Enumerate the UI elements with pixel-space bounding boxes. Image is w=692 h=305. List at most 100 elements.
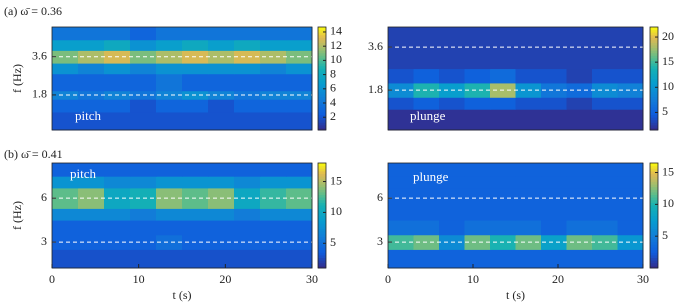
- heatmap-cell: [156, 187, 183, 209]
- colorbar-segment: [650, 47, 658, 51]
- heatmap-cell: [130, 220, 157, 236]
- colorbar-segment: [318, 42, 326, 46]
- colorbar-segment: [318, 93, 326, 98]
- heatmap-cell: [541, 82, 567, 98]
- heatmap-cell: [182, 27, 209, 41]
- colorbar-segment: [318, 52, 326, 56]
- heatmap-cell: [388, 82, 414, 98]
- colorbar-segment: [650, 254, 658, 258]
- colorbar-segment: [650, 239, 658, 243]
- heatmap-cell: [592, 176, 618, 189]
- plot-frame: [387, 26, 644, 131]
- heatmap-cell: [182, 163, 209, 177]
- annotation: pitch: [70, 166, 96, 181]
- colorbar-segment: [650, 205, 658, 209]
- heatmap-cell: [52, 176, 79, 189]
- colorbar-segment: [318, 29, 326, 33]
- heatmap-cell: [515, 208, 542, 221]
- heatmap-cell: [156, 163, 183, 177]
- x-tick-label: 0: [385, 272, 391, 286]
- colorbar-segment: [318, 65, 326, 69]
- colorbar-segment: [318, 191, 326, 195]
- y-tick-label: 3.6: [368, 39, 383, 53]
- heatmap-cell: [234, 99, 261, 113]
- colorbar-segment: [650, 262, 658, 266]
- heatmap-cell: [388, 234, 414, 250]
- panel-title: (b) ω̄ = 0.41: [4, 147, 63, 161]
- colorbar-segment: [318, 68, 326, 72]
- heatmap-cell: [388, 54, 414, 70]
- colorbar-segment: [318, 96, 326, 100]
- heatmap-cell: [130, 99, 157, 113]
- heatmap-cell: [413, 109, 440, 131]
- heatmap-cell: [464, 39, 491, 55]
- colorbar-segment: [318, 228, 326, 232]
- colorbar-segment: [650, 218, 658, 222]
- colorbar-segment: [318, 163, 326, 167]
- colorbar-segment: [318, 194, 326, 198]
- heatmap-cell: [541, 163, 567, 177]
- heatmap-cell: [104, 176, 131, 189]
- heatmap-cell: [515, 249, 542, 269]
- colorbar-segment: [318, 197, 326, 201]
- colorbar-segment: [650, 197, 658, 201]
- heatmap-cell: [413, 220, 440, 236]
- colorbar-tick-label: 4: [330, 95, 336, 109]
- colorbar-segment: [650, 210, 658, 214]
- heatmap-cell: [566, 27, 593, 41]
- colorbar-segment: [318, 111, 326, 116]
- colorbar-segment: [318, 104, 326, 108]
- colorbar-tick-label: 10: [662, 196, 674, 210]
- colorbar-segment: [318, 252, 326, 256]
- heatmap-cell: [260, 111, 287, 131]
- colorbar-segment: [318, 239, 326, 243]
- colorbar-segment: [650, 176, 658, 180]
- heatmap-cell: [439, 54, 465, 70]
- colorbar-segment: [318, 34, 326, 38]
- heatmap-cell: [208, 99, 235, 113]
- heatmap-cell: [260, 187, 287, 209]
- heatmap-cell: [286, 163, 313, 177]
- y-tick-label: 3.6: [32, 48, 47, 62]
- colorbar-segment: [318, 60, 326, 64]
- heatmap-cell: [234, 50, 261, 64]
- heatmap-cell: [286, 176, 313, 189]
- colorbar-segment: [650, 223, 658, 227]
- heatmap-cell: [156, 208, 183, 221]
- heatmap-cell: [52, 50, 79, 64]
- heatmap-cell: [52, 99, 79, 113]
- colorbar-tick-label: 10: [662, 79, 674, 93]
- heatmap-cell: [234, 163, 261, 177]
- heatmap-cell: [388, 27, 414, 41]
- heatmap-cell: [464, 220, 491, 236]
- colorbar-segment: [650, 93, 658, 98]
- heatmap-cell: [592, 220, 618, 236]
- heatmap-cell: [388, 220, 414, 236]
- heatmap-cell: [208, 163, 235, 177]
- annotation: plunge: [410, 108, 446, 123]
- heatmap-cell: [156, 50, 183, 64]
- colorbar-segment: [650, 220, 658, 224]
- heatmap-cell: [617, 82, 644, 98]
- heatmap-cell: [617, 39, 644, 55]
- heatmap-cell: [208, 220, 235, 236]
- colorbar-segment: [318, 254, 326, 258]
- colorbar-segment: [650, 215, 658, 219]
- heatmap-cell: [541, 39, 567, 55]
- heatmap-cell: [617, 220, 644, 236]
- heatmap-cell: [439, 176, 465, 189]
- colorbar-segment: [650, 75, 658, 79]
- heatmap-cell: [541, 54, 567, 70]
- heatmap-cell: [182, 220, 209, 236]
- colorbar-segment: [650, 163, 658, 167]
- heatmap-cell: [286, 63, 313, 75]
- annotation: pitch: [75, 108, 101, 123]
- y-tick-label: 6: [377, 190, 383, 204]
- heatmap-cell: [260, 50, 287, 64]
- x-tick-label: 10: [467, 272, 479, 286]
- heatmap-cell: [490, 27, 516, 41]
- colorbar-segment: [650, 109, 658, 113]
- heatmap-cell: [156, 249, 183, 269]
- heatmap-cell: [182, 63, 209, 75]
- colorbar-segment: [650, 181, 658, 185]
